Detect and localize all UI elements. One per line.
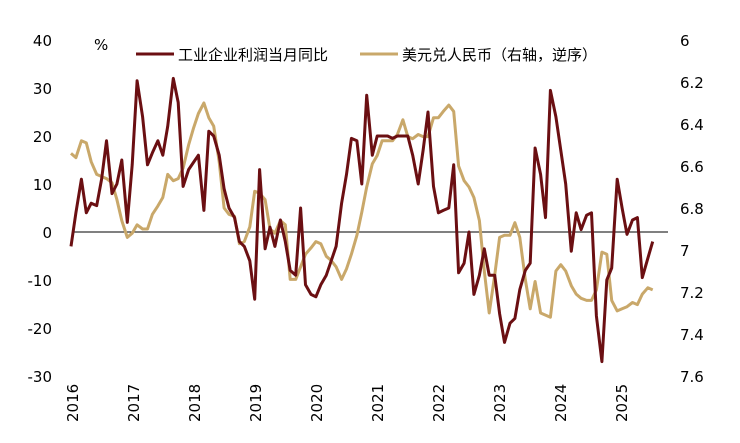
left-tick-neg30: -30 [28, 368, 53, 386]
left-axis-unit: % [94, 36, 108, 54]
legend: 工业企业利润当月同比 美元兑人民币（右轴，逆序） [136, 46, 597, 64]
right-tick-6.8: 6.8 [680, 200, 704, 218]
x-tick-2018: 2018 [186, 384, 204, 422]
right-tick-6.4: 6.4 [680, 116, 704, 134]
series-line-usdcny [70, 101, 654, 319]
left-tick-40: 40 [33, 32, 52, 50]
right-axis: 6 6.2 6.4 6.6 6.8 7 7.2 7.4 7.6 [680, 32, 704, 386]
right-tick-6.6: 6.6 [680, 158, 704, 176]
x-tick-2023: 2023 [491, 384, 509, 422]
left-tick-neg10: -10 [28, 272, 53, 290]
series-line-industrial-profit [69, 76, 655, 364]
x-tick-2022: 2022 [430, 384, 448, 422]
left-axis: 40 30 20 10 0 -10 -20 -30 % [28, 32, 109, 386]
x-tick-2020: 2020 [308, 384, 326, 422]
right-tick-7: 7 [680, 242, 690, 260]
x-axis: 2016 2017 2018 2019 2020 2021 2022 2023 … [64, 384, 631, 422]
legend-label-industrial-profit: 工业企业利润当月同比 [178, 46, 328, 64]
x-tick-2017: 2017 [125, 384, 143, 422]
x-tick-2024: 2024 [552, 384, 570, 422]
left-tick-30: 30 [33, 80, 52, 98]
left-tick-10: 10 [33, 176, 52, 194]
x-tick-2025: 2025 [613, 384, 631, 422]
right-tick-6: 6 [680, 32, 690, 50]
right-tick-7.4: 7.4 [680, 326, 704, 344]
left-tick-20: 20 [33, 128, 52, 146]
x-tick-2016: 2016 [64, 384, 82, 422]
x-tick-2021: 2021 [369, 384, 387, 422]
right-tick-7.2: 7.2 [680, 284, 704, 302]
legend-label-usdcny: 美元兑人民币（右轴，逆序） [402, 46, 597, 64]
left-tick-0: 0 [42, 224, 52, 242]
left-tick-neg20: -20 [28, 320, 53, 338]
x-tick-2019: 2019 [247, 384, 265, 422]
right-tick-7.6: 7.6 [680, 368, 704, 386]
right-tick-6.2: 6.2 [680, 74, 704, 92]
